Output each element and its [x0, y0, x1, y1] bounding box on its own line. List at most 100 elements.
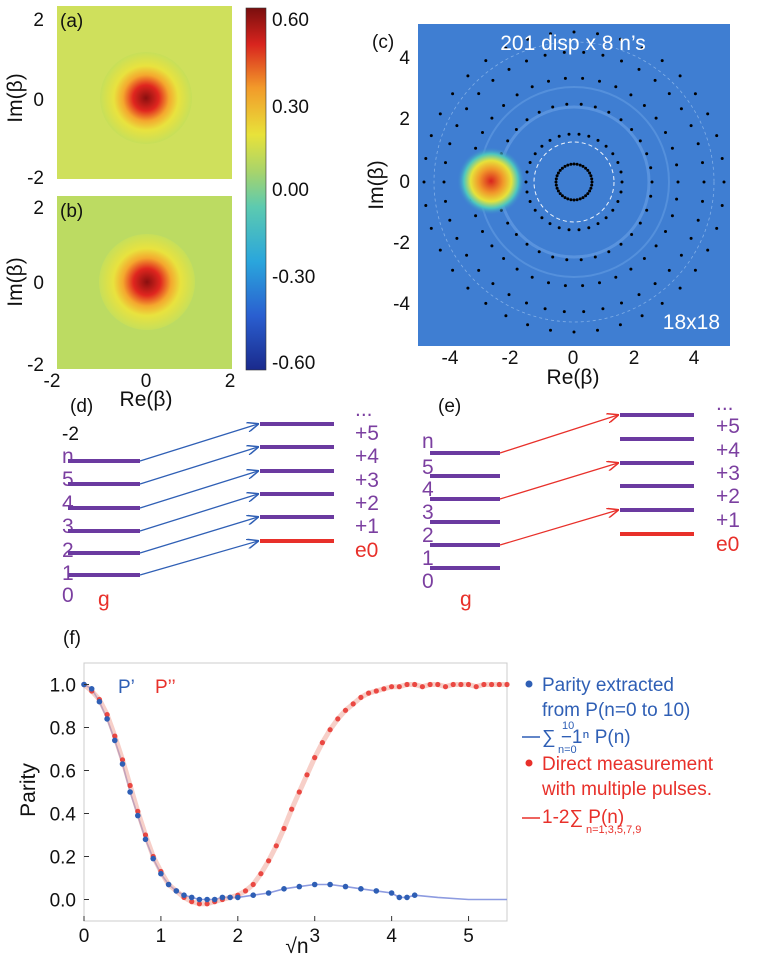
panel-d-left-label-3: 4: [62, 492, 74, 515]
panel-b-xlabel: Re(β): [120, 388, 173, 411]
blue-point-5: [119, 761, 126, 767]
displacement-dot-202: [429, 134, 433, 138]
red-point-15: [196, 901, 202, 907]
displacement-dot-11: [566, 197, 570, 201]
displacement-dot-179: [701, 161, 704, 165]
blue-point-3: [104, 716, 110, 722]
displacement-dot-89: [537, 110, 541, 114]
displacement-dot-148: [582, 310, 586, 314]
displacement-dot-78: [525, 242, 529, 246]
displacement-dot-17: [554, 183, 558, 187]
displacement-dot-161: [448, 142, 452, 146]
panel-f: (f) P’ P’’ 0 1 2 3 4 5 1.0 0.8 0.6 0.4 0.2 0.0 Pari…: [17, 628, 510, 958]
red-point-21: [242, 888, 249, 894]
panel-d-left-label-1: n: [62, 445, 74, 468]
displacement-dot-0: [590, 180, 594, 184]
f-xtick-label-3: 3: [309, 926, 320, 947]
panel-b: (b) 2 0 -2 Im(β) -2 0 2 Re(β): [4, 196, 235, 411]
red-point-54: [496, 681, 502, 688]
panel-d-left-label-2: 5: [62, 468, 74, 491]
f-xtick-label-2: 2: [233, 926, 244, 947]
displacement-dot-177: [689, 124, 693, 128]
displacement-dot-139: [701, 199, 704, 203]
displacement-dot-13: [560, 194, 564, 198]
blue-point-23: [281, 886, 287, 892]
blue-point-16: [204, 896, 210, 903]
panel-c-label: (c): [372, 32, 394, 53]
displacement-dot-41: [596, 222, 600, 226]
displacement-dot-156: [455, 236, 459, 240]
displacement-dot-95: [619, 118, 623, 122]
displacement-dot-73: [593, 255, 597, 259]
blue-point-12: [173, 888, 180, 894]
blue-point-9: [150, 855, 156, 862]
displacement-dot-64: [616, 161, 620, 164]
displacement-dot-153: [491, 282, 495, 286]
displacement-dot-158: [444, 199, 447, 203]
red-point-6: [127, 782, 133, 789]
panel-d-left-levels: [68, 459, 140, 577]
displacement-dot-48: [533, 208, 537, 212]
displacement-dot-110: [563, 284, 567, 288]
panel-e-left-label-0: n: [422, 430, 434, 453]
displacement-dot-111: [547, 281, 550, 285]
displacement-dot-86: [506, 139, 510, 143]
red-point-25: [273, 843, 279, 849]
f-xtick-label-5: 5: [463, 926, 474, 947]
displacement-dot-35: [590, 177, 594, 181]
panel-e-right-label-2: +4: [716, 439, 740, 462]
panel-c-xtick-1: -2: [502, 348, 519, 369]
displacement-dot-32: [586, 168, 590, 172]
displacement-dot-196: [451, 268, 455, 272]
displacement-dot-169: [562, 50, 566, 54]
displacement-dot-182: [715, 226, 719, 230]
displacement-dot-6: [581, 196, 585, 200]
panel-a-wigner-peak: [100, 52, 192, 144]
panel-d-left-label-5: 2: [62, 539, 74, 562]
displacement-dot-100: [676, 180, 680, 184]
panel-d-right-label-2: +4: [355, 445, 379, 468]
displacement-dot-47: [540, 216, 544, 220]
blue-point-14: [188, 894, 195, 901]
displacement-dot-191: [549, 328, 552, 332]
displacement-dot-192: [526, 323, 530, 327]
panel-b-wigner-peak: [99, 234, 195, 330]
blue-point-18: [219, 894, 226, 901]
displacement-dot-172: [620, 59, 623, 63]
panel-e-left-label-3: 3: [422, 501, 434, 524]
blue-point-1: [88, 686, 95, 692]
f-xtick-label-4: 4: [386, 926, 397, 947]
displacement-dot-19: [554, 177, 558, 181]
displacement-dot-52: [525, 170, 529, 174]
panel-a-ytick-2: -2: [27, 168, 44, 189]
panel-f-annotation-p1: P’: [118, 677, 135, 698]
displacement-dot-4: [586, 192, 590, 196]
displacement-dot-210: [572, 30, 576, 34]
displacement-dot-9: [572, 198, 576, 202]
displacement-dot-136: [670, 146, 674, 150]
displacement-dot-101: [675, 197, 679, 201]
panel-f-axes: 0 1 2 3 4 5 1.0 0.8 0.6 0.4 0.2 0.0: [50, 676, 474, 948]
series-blue-points: [81, 681, 418, 903]
panel-e-left-label-1: 5: [422, 456, 434, 479]
displacement-dot-127: [547, 79, 550, 83]
panel-e-right-label-4: +2: [716, 485, 740, 508]
displacement-dot-53: [528, 161, 532, 164]
blue-point-30: [388, 890, 395, 896]
panel-b-xtick-1: 0: [141, 371, 152, 392]
panel-d-right-label-5: +1: [355, 515, 379, 538]
displacement-dot-216: [693, 92, 697, 96]
panel-c-ytick-0: 4: [399, 48, 410, 69]
displacement-dot-189: [596, 328, 599, 332]
displacement-dot-33: [588, 171, 592, 175]
panel-f-legend: Parity extracted from P(n=0 to 10) ∑ −1ⁿ…: [522, 675, 714, 836]
displacement-dot-77: [537, 250, 541, 254]
red-point-50: [465, 681, 472, 688]
blue-point-21: [250, 892, 256, 898]
displacement-dot-70: [630, 233, 634, 236]
panel-f-xlabel: √n: [285, 935, 308, 958]
displacement-dot-219: [720, 157, 724, 160]
displacement-dot-154: [477, 268, 481, 272]
displacement-dot-184: [693, 268, 697, 272]
